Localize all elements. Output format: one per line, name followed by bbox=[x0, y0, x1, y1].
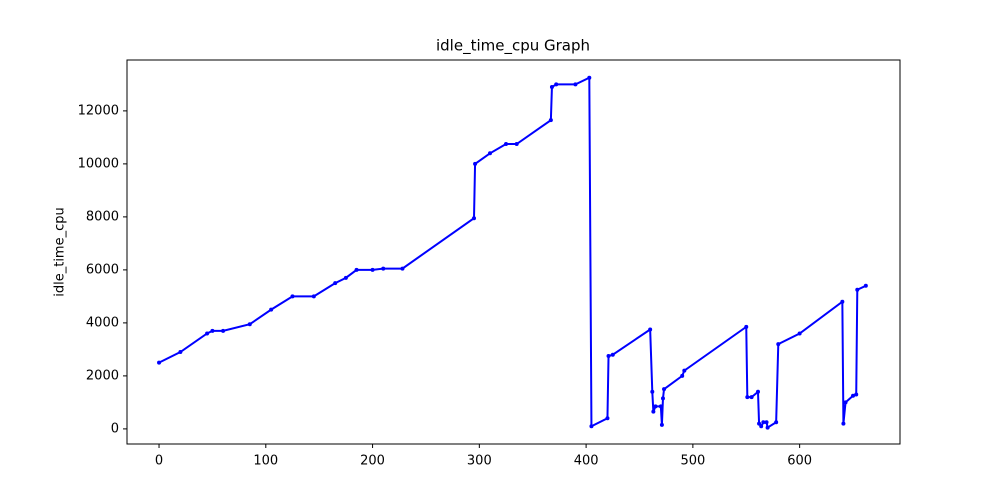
point bbox=[776, 342, 781, 347]
point bbox=[749, 395, 754, 400]
point bbox=[744, 324, 749, 329]
point bbox=[680, 373, 685, 378]
point bbox=[648, 327, 653, 332]
point bbox=[178, 350, 183, 355]
point bbox=[843, 400, 848, 405]
point bbox=[774, 420, 779, 425]
point bbox=[589, 424, 594, 429]
point bbox=[606, 354, 611, 359]
x-tick-label: 200 bbox=[360, 454, 385, 469]
point bbox=[221, 328, 226, 333]
point bbox=[400, 266, 405, 271]
point bbox=[610, 352, 615, 357]
point bbox=[662, 387, 667, 392]
point bbox=[343, 275, 348, 280]
point bbox=[764, 420, 769, 425]
point bbox=[354, 267, 359, 272]
point bbox=[549, 85, 554, 90]
x-tick-label: 600 bbox=[787, 454, 812, 469]
point bbox=[660, 396, 665, 401]
point bbox=[514, 142, 519, 147]
point bbox=[651, 409, 656, 414]
point bbox=[650, 389, 655, 394]
point bbox=[855, 287, 860, 292]
point bbox=[797, 331, 802, 336]
point bbox=[381, 266, 386, 271]
point bbox=[290, 294, 295, 299]
y-axis-label: idle_time_cpu bbox=[53, 207, 68, 296]
y-tick-label: 8000 bbox=[86, 209, 119, 224]
point bbox=[863, 283, 868, 288]
point bbox=[311, 294, 316, 299]
point bbox=[157, 360, 162, 365]
y-tick-label: 10000 bbox=[78, 156, 119, 171]
plot-frame bbox=[126, 59, 901, 445]
x-tick-label: 100 bbox=[253, 454, 278, 469]
point bbox=[473, 161, 478, 166]
point bbox=[653, 404, 658, 409]
point bbox=[682, 368, 687, 373]
point bbox=[851, 393, 856, 398]
y-tick-label: 2000 bbox=[86, 368, 119, 383]
chart-title: idle_time_cpu Graph bbox=[436, 37, 590, 56]
y-tick-label: 12000 bbox=[78, 103, 119, 118]
line bbox=[158, 76, 867, 430]
point bbox=[659, 422, 664, 427]
point bbox=[370, 267, 375, 272]
x-tick-label: 500 bbox=[680, 454, 705, 469]
point bbox=[765, 425, 770, 430]
point bbox=[605, 416, 610, 421]
point bbox=[548, 118, 553, 123]
point bbox=[761, 420, 766, 425]
point bbox=[210, 328, 215, 333]
point bbox=[759, 424, 764, 429]
y-tick-label: 0 bbox=[111, 421, 119, 436]
x-tick-label: 400 bbox=[574, 454, 599, 469]
point bbox=[755, 389, 760, 394]
point bbox=[840, 299, 845, 304]
point bbox=[573, 82, 578, 87]
point bbox=[488, 151, 493, 156]
point bbox=[205, 331, 210, 336]
x-tick-label: 0 bbox=[155, 454, 163, 469]
point bbox=[745, 395, 750, 400]
point bbox=[554, 82, 559, 87]
point bbox=[247, 322, 252, 327]
point bbox=[269, 307, 274, 312]
point bbox=[854, 392, 859, 397]
point bbox=[587, 75, 592, 80]
y-tick-label: 6000 bbox=[86, 262, 119, 277]
x-tick-label: 300 bbox=[467, 454, 492, 469]
point bbox=[757, 421, 762, 426]
point bbox=[841, 421, 846, 426]
y-tick-label: 4000 bbox=[86, 315, 119, 330]
point bbox=[471, 216, 476, 221]
point bbox=[658, 404, 663, 409]
point bbox=[504, 142, 509, 147]
point bbox=[333, 281, 338, 286]
